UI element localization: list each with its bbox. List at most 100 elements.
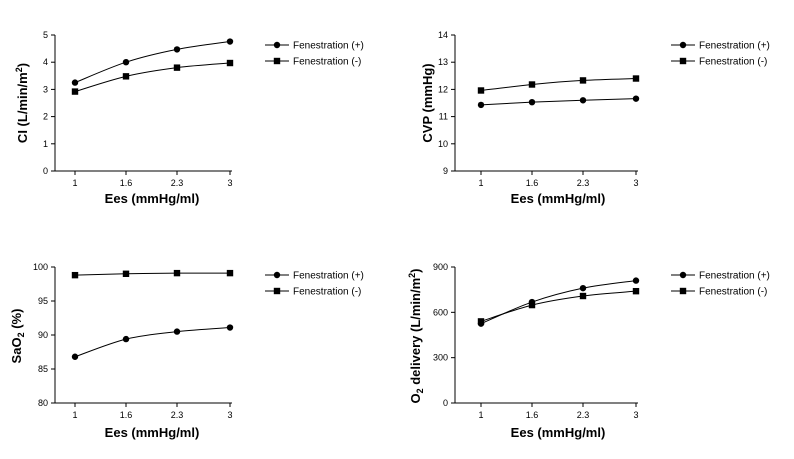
x-tick-label: 1.6 [526,410,539,420]
x-tick-label: 3 [227,178,232,188]
y-tick-label: 11 [439,112,448,122]
legend-marker [273,41,281,49]
y-tick-label: 0 [443,398,448,408]
y-tick-label: 4 [43,57,48,67]
legend-marker [679,41,687,49]
data-point [528,81,536,88]
legend-marker [273,287,281,295]
legend-marker [679,57,687,65]
legend-label: Fenestration (+) [699,271,770,282]
legend-label: Fenestration (-) [699,57,767,68]
data-point [71,88,79,95]
ylabel-ci: CI (L/min/m2) [14,63,30,143]
y-tick-label: 600 [433,307,448,317]
x-tick-label: 2.3 [171,178,184,188]
data-point [71,353,79,360]
y-tick-label: 85 [38,364,48,374]
data-point [579,284,587,292]
data-point [579,97,587,104]
x-tick-label: 2.3 [171,410,184,420]
data-point [173,46,181,53]
xlabel-cvp: Ees (mmHg/ml) [511,191,606,206]
x-tick-label: 1 [478,178,483,188]
xlabel-sao2: Ees (mmHg/ml) [105,425,200,440]
legend-marker [273,57,281,65]
y-tick-label: 0 [43,166,48,176]
x-tick-label: 3 [633,410,638,420]
y-tick-label: 90 [38,330,48,340]
y-tick-label: 9 [443,166,448,176]
series-line [480,290,637,322]
legend-label: Fenestration (+) [293,271,364,282]
data-point [477,101,485,109]
chart-o2-delivery: O2 delivery (L/min/m2) Ees (mmHg/ml) 0 30… [407,262,770,440]
ylabel-cvp: CVP (mmHg) [420,63,435,142]
data-point [632,75,640,82]
series-line [480,280,637,325]
data-point [173,269,181,277]
x-tick-label: 1 [72,410,77,420]
data-point [477,87,485,94]
data-point [226,324,234,331]
legend-label: Fenestration (-) [293,287,361,298]
series-line [74,327,231,358]
y-tick-label: 80 [38,398,48,408]
legend-marker [679,287,687,295]
y-tick-label: 13 [438,57,448,67]
series-line [74,62,231,93]
data-point [71,271,79,279]
chart-sao2: SaO2 (%) Ees (mmHg/ml) 80 85 90 95 100 1 1.6 2.… [9,262,364,440]
x-tick-label: 1.6 [120,410,133,420]
data-point [122,270,130,277]
series-line [74,41,231,84]
legend-label: Fenestration (+) [699,41,770,52]
xlabel-ci: Ees (mmHg/ml) [105,191,200,206]
chart-cvp: CVP (mmHg) Ees (mmHg/ml) 9 10 11 12 13 14 1 1.6… [420,30,770,206]
data-point [477,318,485,325]
x-tick-label: 1 [478,410,483,420]
y-tick-label: 95 [38,296,48,306]
x-tick-label: 3 [633,178,638,188]
data-point [226,38,234,45]
legend-label: Fenestration (-) [699,287,767,298]
y-tick-label: 14 [438,30,448,40]
data-point [528,98,536,106]
ylabel-sao2: SaO2 (%) [9,309,26,364]
data-point [173,64,181,71]
y-tick-label: 2 [43,112,48,122]
x-tick-label: 1 [72,178,77,188]
x-tick-label: 2.3 [577,178,590,188]
y-tick-label: 5 [43,30,48,40]
y-tick-label: 900 [433,262,448,272]
data-point [226,59,234,67]
y-tick-label: 10 [438,139,448,149]
data-point [632,277,640,284]
x-tick-label: 3 [227,410,232,420]
x-tick-label: 1.6 [526,178,539,188]
data-point [122,335,130,343]
series-line [74,272,231,276]
chart-ci: CI (L/min/m2) Ees (mmHg/ml) 0 1 2 3 4 5 1 1.6 2.… [14,30,364,206]
legend-label: Fenestration (+) [293,41,364,52]
x-tick-label: 2.3 [577,410,590,420]
series-line [480,78,637,91]
data-point [122,73,130,80]
legend-marker [679,271,687,279]
legend-marker [273,271,281,279]
data-point [528,301,536,309]
y-tick-label: 3 [43,84,48,94]
ylabel-o2-delivery: O2 delivery (L/min/m2) [407,268,425,403]
data-point [226,269,234,277]
data-point [579,77,587,84]
y-tick-label: 100 [33,262,48,272]
x-tick-label: 1.6 [120,178,133,188]
y-tick-label: 300 [433,353,448,363]
xlabel-o2-delivery: Ees (mmHg/ml) [511,425,606,440]
data-point [632,287,640,295]
y-tick-label: 12 [438,84,448,94]
data-point [632,95,640,102]
data-point [579,292,587,300]
series-line [480,98,637,106]
data-point [173,328,181,335]
